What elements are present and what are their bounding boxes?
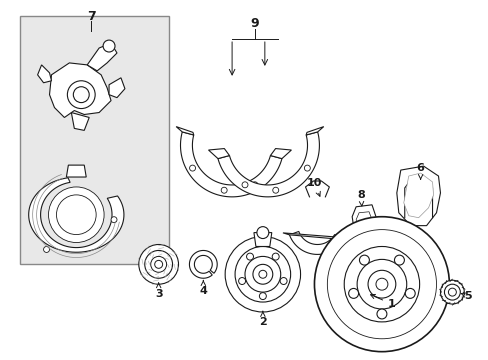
Circle shape: [246, 253, 253, 260]
Text: 3: 3: [155, 283, 162, 299]
Polygon shape: [403, 173, 433, 218]
Polygon shape: [218, 132, 319, 197]
Polygon shape: [109, 78, 124, 98]
Text: 6: 6: [416, 163, 424, 179]
Circle shape: [103, 40, 115, 52]
Polygon shape: [71, 113, 89, 130]
Circle shape: [259, 293, 266, 300]
Polygon shape: [253, 233, 271, 247]
Bar: [20, 16, 168, 264]
Polygon shape: [351, 205, 375, 243]
Text: 7: 7: [87, 10, 95, 23]
Text: 2: 2: [259, 311, 266, 327]
Circle shape: [238, 278, 245, 284]
Circle shape: [189, 165, 195, 171]
Polygon shape: [289, 231, 343, 255]
Polygon shape: [305, 127, 323, 135]
Circle shape: [111, 217, 117, 223]
Circle shape: [48, 187, 104, 243]
Circle shape: [73, 87, 89, 103]
Circle shape: [376, 309, 386, 319]
Polygon shape: [49, 63, 111, 117]
Polygon shape: [208, 149, 229, 159]
Circle shape: [405, 288, 414, 298]
Circle shape: [359, 255, 368, 265]
Circle shape: [326, 230, 436, 339]
Circle shape: [221, 187, 227, 193]
Circle shape: [314, 217, 448, 352]
Circle shape: [244, 256, 280, 292]
Circle shape: [150, 256, 166, 272]
Circle shape: [272, 187, 278, 193]
Polygon shape: [176, 127, 193, 135]
Circle shape: [139, 244, 178, 284]
Text: 10: 10: [306, 178, 322, 196]
Circle shape: [394, 255, 404, 265]
Circle shape: [367, 270, 395, 298]
Polygon shape: [283, 233, 349, 239]
Circle shape: [256, 227, 268, 239]
Circle shape: [154, 260, 163, 268]
Polygon shape: [396, 166, 440, 226]
Circle shape: [56, 195, 96, 235]
Circle shape: [251, 182, 257, 188]
Circle shape: [144, 251, 172, 278]
Text: 8: 8: [357, 190, 364, 206]
Circle shape: [280, 278, 286, 284]
Circle shape: [224, 237, 300, 312]
Polygon shape: [180, 132, 282, 197]
Polygon shape: [355, 212, 371, 237]
Text: 9: 9: [250, 17, 259, 30]
Circle shape: [344, 247, 419, 322]
Polygon shape: [87, 43, 117, 71]
Circle shape: [242, 182, 247, 188]
Circle shape: [252, 264, 272, 284]
Text: 4: 4: [199, 280, 207, 296]
Circle shape: [356, 260, 406, 309]
Circle shape: [440, 280, 463, 304]
Circle shape: [235, 247, 290, 302]
Text: 1: 1: [370, 294, 395, 309]
Circle shape: [348, 288, 358, 298]
Circle shape: [43, 247, 49, 252]
Circle shape: [444, 284, 459, 300]
Polygon shape: [189, 251, 217, 278]
Circle shape: [304, 165, 310, 171]
Text: 5: 5: [460, 291, 471, 301]
Polygon shape: [38, 65, 51, 83]
Polygon shape: [66, 165, 86, 177]
Circle shape: [67, 81, 95, 109]
Circle shape: [447, 288, 455, 296]
Polygon shape: [270, 149, 291, 159]
Polygon shape: [29, 178, 123, 252]
Circle shape: [258, 270, 266, 278]
Circle shape: [375, 278, 387, 290]
Circle shape: [272, 253, 279, 260]
